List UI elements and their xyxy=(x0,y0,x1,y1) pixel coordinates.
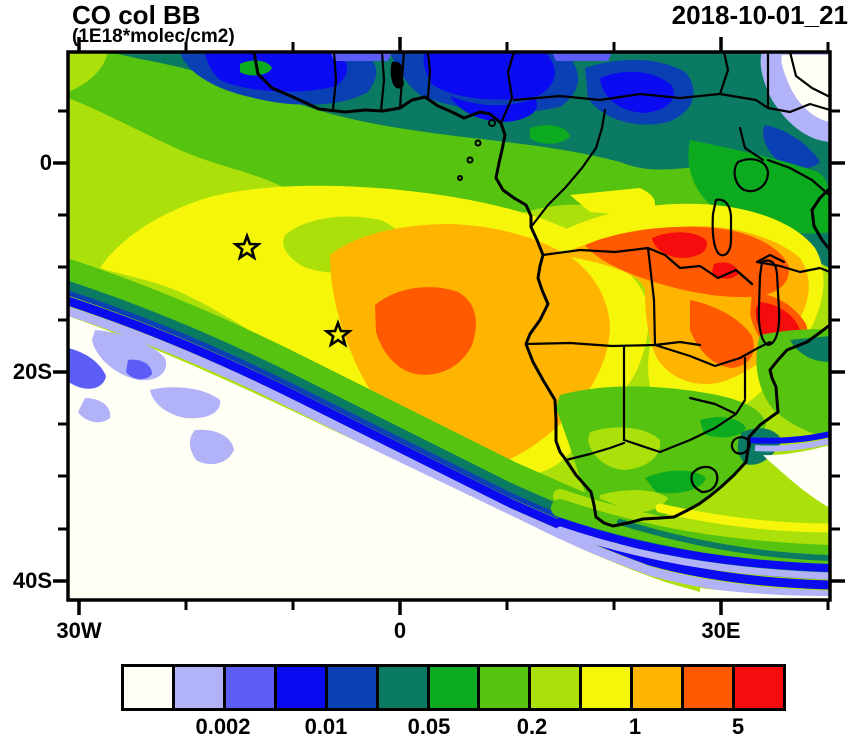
colorbar-cell xyxy=(327,667,379,708)
xtick-label-30w: 30W xyxy=(56,618,102,643)
colorbar-label-0002: 0.002 xyxy=(195,714,251,739)
east-coast-segment xyxy=(810,186,830,252)
colorbar-label-5: 5 xyxy=(731,714,745,739)
geography xyxy=(252,52,830,528)
units-label: (1E18*molec/cm2) xyxy=(72,26,235,47)
timestamp-label: 2018-10-01_21 xyxy=(671,0,848,30)
eswatini-outline xyxy=(730,436,752,455)
contour-field xyxy=(68,52,830,600)
field-deep-orange xyxy=(585,226,789,298)
field-blue-core xyxy=(600,71,674,113)
colorbar-cell xyxy=(276,667,328,708)
lesotho-outline xyxy=(690,465,719,494)
ytick-label-40s: 40S xyxy=(12,568,52,593)
wedge-lavender-fringe xyxy=(754,438,830,452)
field-green-streak xyxy=(700,417,746,438)
colorbar-label-001: 0.01 xyxy=(304,714,348,739)
colorbar-cell xyxy=(531,667,583,708)
plume-chartreuse xyxy=(553,489,830,549)
star-marker-1 xyxy=(232,232,262,261)
field-teal-streak xyxy=(790,336,830,362)
colorbar-label-1: 1 xyxy=(628,714,642,739)
gulf-island xyxy=(457,175,463,181)
colorbar-cell xyxy=(582,667,634,708)
minor-ticks xyxy=(58,42,840,610)
field-lavender-patch xyxy=(189,429,234,465)
field-deep-orange xyxy=(375,287,476,375)
xtick-label-0: 0 xyxy=(393,618,407,643)
field-chartreuse-patch xyxy=(588,427,661,470)
colorbar-cell xyxy=(684,667,736,708)
ytick-label-20s: 20S xyxy=(12,359,52,384)
plot-frame xyxy=(66,50,832,602)
plume-blue xyxy=(556,518,830,572)
field-blue-core xyxy=(423,52,555,100)
colorbar xyxy=(121,664,786,711)
field-lavender-patch xyxy=(150,387,221,419)
lake-volta xyxy=(390,61,404,89)
field-red-max xyxy=(652,232,707,258)
colorbar-cell xyxy=(735,667,783,708)
colorbar-cell xyxy=(429,667,481,708)
field-green-patch xyxy=(530,125,570,144)
gulf-island xyxy=(474,139,482,147)
colorbar-label-02: 0.2 xyxy=(516,714,548,739)
field-red-max xyxy=(712,262,738,279)
field-lavender-patch xyxy=(78,398,111,423)
colorbar-cell xyxy=(124,667,175,708)
colorbar-cell xyxy=(174,667,226,708)
field-navy-blob xyxy=(763,125,820,169)
colorbar-cell xyxy=(378,667,430,708)
field-blue-core xyxy=(205,52,348,92)
band-blue xyxy=(68,296,830,590)
country-borders-southern-africa xyxy=(524,246,772,462)
colorbar-cell xyxy=(480,667,532,708)
plume-lavender xyxy=(556,526,830,580)
lake-tanganyika-outline xyxy=(711,198,733,257)
major-ticks xyxy=(53,37,845,615)
country-borders-east-africa xyxy=(734,126,830,286)
country-borders-central-africa xyxy=(512,52,830,229)
field-violet-strip xyxy=(330,52,392,61)
ytick-label-0: 0 xyxy=(39,150,52,175)
lake-malawi-outline xyxy=(757,259,781,347)
page-title: CO col BB xyxy=(72,0,201,30)
field-chartreuse-nw-corner xyxy=(68,52,108,92)
field-deep-orange xyxy=(690,300,754,368)
field-violet-patch xyxy=(68,348,106,389)
lake-victoria-outline xyxy=(733,158,770,193)
gulf-island xyxy=(466,156,474,164)
colorbar-cell xyxy=(225,667,277,708)
field-violet-patch xyxy=(126,359,152,380)
colorbar-label-005: 0.05 xyxy=(407,714,451,739)
band-lavender xyxy=(68,306,830,600)
field-white-se-corner xyxy=(700,588,830,600)
field-white-indian-wedge xyxy=(763,445,830,508)
field-white-sw-ocean xyxy=(68,316,700,600)
xtick-label-30e: 30E xyxy=(701,618,741,643)
field-violet-strip xyxy=(552,52,612,61)
wedge-blue-fringe xyxy=(747,431,830,444)
axes xyxy=(53,37,845,615)
star-marker-2 xyxy=(323,319,353,348)
field-yellow-lobe xyxy=(570,188,656,216)
colorbar-cell xyxy=(633,667,685,708)
field-se-plume xyxy=(551,489,830,580)
field-blue-core xyxy=(450,96,537,122)
africa-coastline xyxy=(252,52,830,528)
plume-teal xyxy=(617,519,830,561)
gulf-island xyxy=(488,119,496,127)
